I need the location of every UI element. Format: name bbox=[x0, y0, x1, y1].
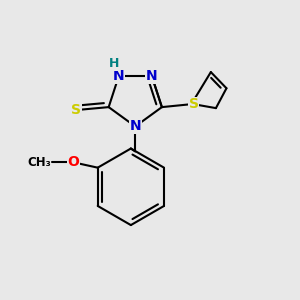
Text: O: O bbox=[68, 155, 80, 170]
Text: H: H bbox=[109, 57, 120, 70]
Text: S: S bbox=[71, 103, 81, 117]
Text: CH₃: CH₃ bbox=[27, 156, 51, 169]
Text: N: N bbox=[146, 69, 158, 83]
Text: N: N bbox=[113, 69, 124, 83]
Text: S: S bbox=[189, 97, 199, 111]
Text: N: N bbox=[130, 119, 141, 134]
